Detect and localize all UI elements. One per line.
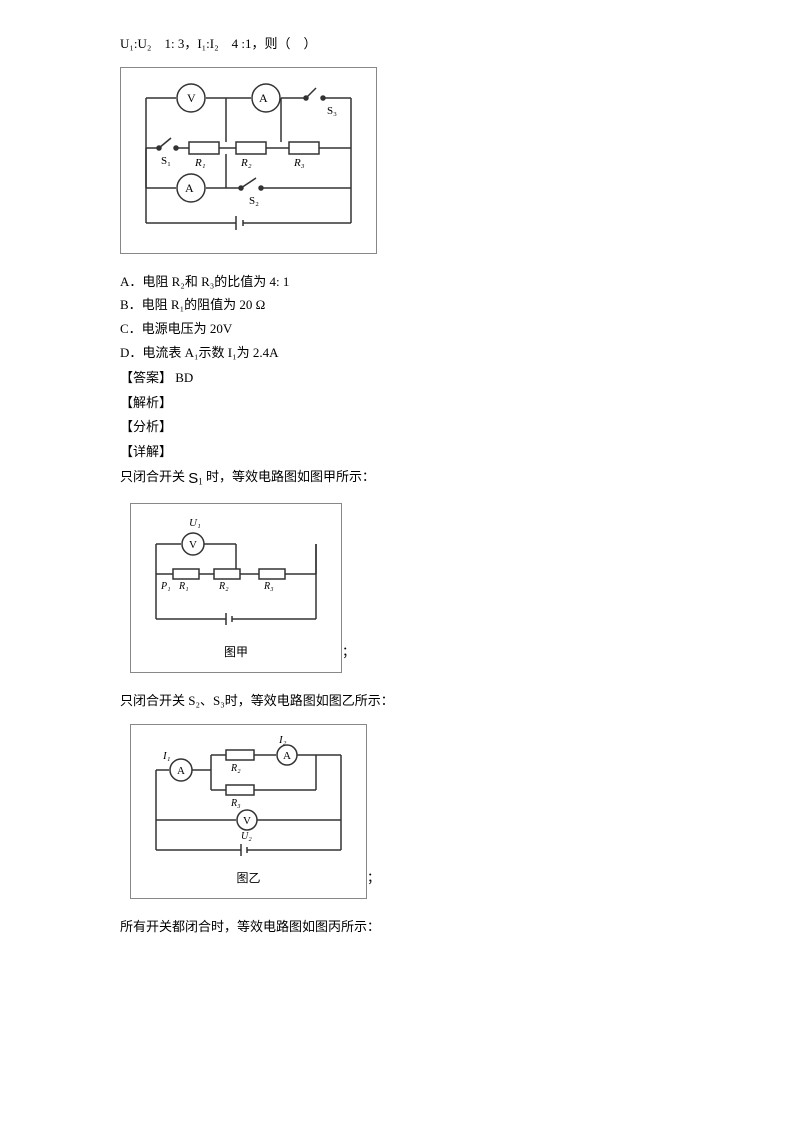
analysis-label: 【解析】: [120, 393, 680, 414]
ammeter-a2-label: A: [259, 91, 268, 105]
step1-symbol: S: [188, 470, 198, 487]
switch-s3-label: S₃: [327, 105, 337, 117]
p1-label-jia: P₁: [160, 581, 171, 592]
diagram-jia: U₁ V P₁ R₁ R₂ R₃ 图甲: [130, 503, 342, 673]
diagram-yi: I₁ A I₂ A R₂ R₃ V U₂ 图乙: [130, 724, 367, 899]
option-b: B．电阻 R₁的阻值为 20 Ω: [120, 295, 680, 316]
resistor-r2-label: R₂: [240, 157, 252, 169]
answer-line: 【答案】 BD: [120, 368, 680, 389]
step2-text: 只闭合开关 S₂、S₃时，等效电路图如图乙所示：: [120, 691, 680, 712]
detail-label: 【详解】: [120, 442, 680, 463]
u2-label-yi: U₂: [241, 831, 252, 842]
main-circuit-diagram: V A S₃ S₁ R₁ R₂ R₃ A S₂: [120, 67, 377, 254]
a2-label-yi: A: [283, 750, 291, 762]
given-ratios: U₁:U₂ 1: 3，I₁:I₂ 4 :1，则（ ）: [120, 34, 680, 55]
caption-yi: 图乙: [141, 869, 356, 888]
step1-prefix: 只闭合开关: [120, 469, 188, 484]
switch-s2-label: S₂: [249, 195, 259, 207]
step3-text: 所有开关都闭合时，等效电路图如图丙所示：: [120, 917, 680, 938]
r3-label-yi: R₃: [230, 798, 241, 809]
answer-value: BD: [175, 370, 193, 385]
u1-label: U₁: [189, 517, 201, 529]
resistor-r3-label: R₃: [293, 157, 305, 169]
i2-label-yi: I₂: [278, 735, 287, 746]
option-c: C．电源电压为 20V: [120, 319, 680, 340]
fenxi-label: 【分析】: [120, 417, 680, 438]
semicolon-1: ；: [342, 644, 355, 659]
step1-text: 只闭合开关 S1 时，等效电路图如图甲所示：: [120, 467, 680, 491]
ammeter-a1-label: A: [185, 181, 194, 195]
caption-jia: 图甲: [141, 643, 331, 662]
resistor-r1-label: R₁: [194, 157, 206, 169]
r2-label-yi: R₂: [230, 763, 241, 774]
semicolon-2: ；: [367, 870, 380, 885]
option-d: D．电流表 A₁示数 I₁为 2.4A: [120, 343, 680, 364]
a1-label-yi: A: [177, 765, 185, 777]
switch-s1-label: S₁: [161, 155, 171, 167]
answer-label: 【答案】: [120, 370, 172, 385]
i1-label-yi: I₁: [162, 750, 171, 762]
r1-label-jia: R₁: [178, 581, 189, 592]
v-label-jia: V: [189, 539, 197, 551]
voltmeter-label: V: [187, 91, 196, 105]
step1-suffix: 时，等效电路图如图甲所示：: [203, 469, 375, 484]
v-label-yi: V: [243, 815, 251, 827]
option-a: A．电阻 R₂和 R₃的比值为 4: 1: [120, 272, 680, 293]
r3-label-jia: R₃: [263, 581, 274, 592]
r2-label-jia: R₂: [218, 581, 229, 592]
